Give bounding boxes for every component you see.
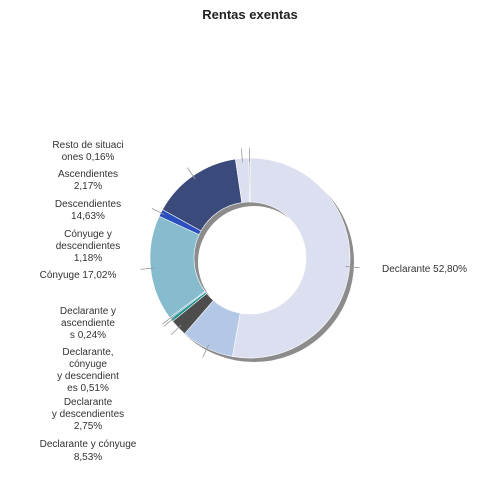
slice-label-5: Declarante y ascendiente s 0,24% <box>60 306 116 341</box>
slice-label-8: Descendientes 14,63% <box>55 199 121 222</box>
donut-slice-10 <box>248 157 251 203</box>
slice-label-6: Cónyuge 17,02% <box>40 270 117 281</box>
chart-title: Rentas exentas <box>202 7 297 22</box>
slice-label-4: Declarante, cónyuge y descendient es 0,51% <box>57 347 119 394</box>
slice-label-10: Resto de situaci ones 0,16% <box>52 140 123 163</box>
leader-line-1 <box>345 266 360 269</box>
leader-line-9 <box>241 148 243 163</box>
leader-line-2 <box>202 344 210 358</box>
donut-slice-1 <box>232 157 351 359</box>
slice-label-2: Declarante y cónyuge 8,53% <box>40 439 137 463</box>
slice-label-1: Declarante 52,80% <box>382 264 467 275</box>
leader-line-5 <box>161 315 174 325</box>
slice-label-9: Ascendientes 2,17% <box>58 169 118 192</box>
leader-line-8 <box>187 167 196 180</box>
leader-line-4 <box>163 317 175 327</box>
slice-label-7: Cónyuge y descendientes 1,18% <box>56 229 121 264</box>
slice-label-3: Declarante y descendientes 2,75% <box>52 397 124 432</box>
leader-line-6 <box>140 267 155 270</box>
leader-line-3 <box>170 324 182 336</box>
leader-line-7 <box>151 208 165 216</box>
